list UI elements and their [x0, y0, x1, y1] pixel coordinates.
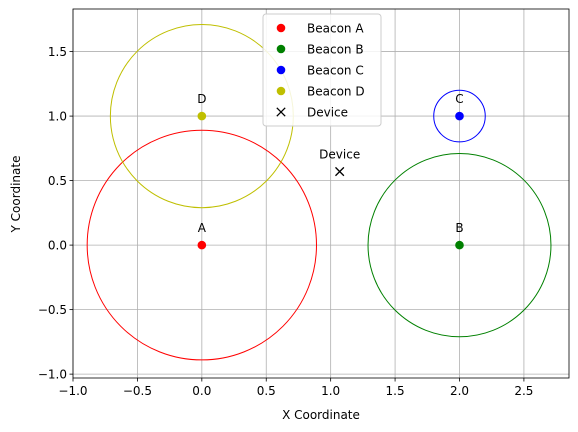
x-axis-ticks: −1.0 −0.5 0.0 0.5 1.0 1.5 2.0 2.5	[58, 378, 533, 398]
range-circle	[367, 153, 552, 338]
beacon-marker	[197, 111, 207, 121]
legend-label: Beacon B	[307, 42, 364, 56]
x-tick-label: −0.5	[123, 384, 152, 398]
y-tick-label: 0.0	[48, 238, 67, 252]
point-label: B	[455, 221, 463, 235]
y-tick-label: 1.0	[48, 109, 67, 123]
range-circle	[86, 129, 317, 361]
point-annotations: A B C D Device	[197, 92, 463, 235]
beacon-marker	[455, 111, 464, 121]
point-label: Device	[319, 148, 360, 162]
x-tick-label: 0.0	[192, 384, 211, 398]
legend: Beacon A Beacon B Beacon C Beacon D Device	[262, 13, 382, 127]
x-tick-label: 1.5	[386, 384, 405, 398]
legend-label: Beacon A	[307, 21, 364, 35]
y-tick-label: 0.5	[48, 174, 67, 188]
point-label: C	[455, 92, 463, 106]
x-axis-label: X Coordinate	[282, 408, 360, 422]
y-tick-label: −1.0	[38, 367, 67, 381]
x-tick-label: 1.0	[321, 384, 340, 398]
legend-label: Device	[307, 105, 348, 119]
legend-label: Beacon D	[307, 84, 365, 98]
device-marker	[335, 166, 345, 177]
plot-frame	[72, 8, 570, 379]
point-label: A	[198, 221, 207, 235]
point-label: D	[197, 92, 206, 106]
x-tick-label: −1.0	[58, 384, 87, 398]
legend-marker	[276, 23, 286, 33]
legend-box	[262, 13, 382, 127]
y-axis-label: Y Coordinate	[9, 156, 23, 234]
legend-label: Beacon C	[307, 63, 364, 77]
beacon-marker	[197, 240, 207, 250]
y-axis-ticks: −1.0 −0.5 0.0 0.5 1.0 1.5	[38, 45, 73, 381]
legend-marker	[276, 65, 286, 75]
legend-marker	[276, 44, 286, 54]
y-tick-label: −0.5	[38, 303, 67, 317]
range-circle	[433, 89, 486, 143]
x-tick-label: 0.5	[257, 384, 276, 398]
beacon-marker	[455, 240, 464, 250]
legend-marker	[276, 86, 286, 96]
y-tick-label: 1.5	[48, 45, 67, 59]
legend-marker	[276, 107, 286, 117]
x-tick-label: 2.5	[514, 384, 533, 398]
x-tick-label: 2.0	[450, 384, 469, 398]
data-points	[197, 111, 464, 250]
